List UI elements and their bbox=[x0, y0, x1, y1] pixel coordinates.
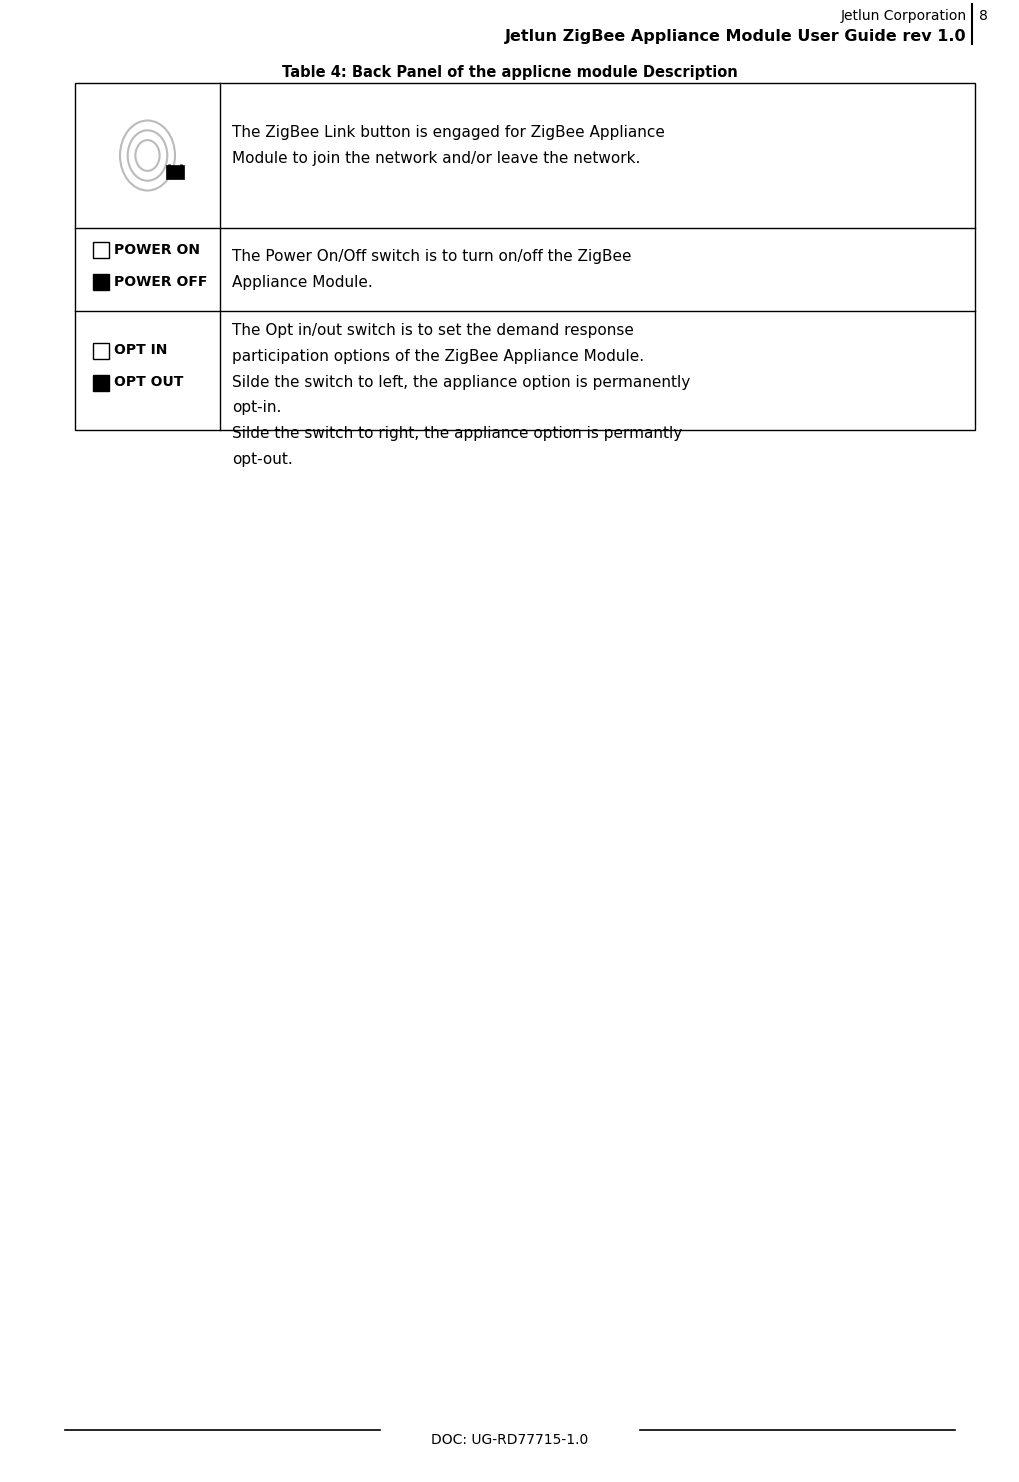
Text: OPT OUT: OPT OUT bbox=[114, 375, 183, 390]
Bar bbox=[93, 274, 109, 289]
Bar bbox=[166, 165, 184, 178]
Text: Jetlun Corporation: Jetlun Corporation bbox=[841, 9, 967, 24]
Text: The Opt in/out switch is to set the demand response
participation options of the: The Opt in/out switch is to set the dema… bbox=[232, 323, 690, 467]
Bar bbox=[93, 342, 109, 359]
Text: Jetlun ZigBee Appliance Module User Guide rev 1.0: Jetlun ZigBee Appliance Module User Guid… bbox=[505, 28, 967, 43]
Text: POWER OFF: POWER OFF bbox=[114, 274, 208, 289]
Text: OPT IN: OPT IN bbox=[114, 344, 167, 357]
Text: The Power On/Off switch is to turn on/off the ZigBee
Appliance Module.: The Power On/Off switch is to turn on/of… bbox=[232, 249, 632, 290]
Text: The ZigBee Link button is engaged for ZigBee Appliance
Module to join the networ: The ZigBee Link button is engaged for Zi… bbox=[232, 124, 664, 166]
Text: 8: 8 bbox=[979, 9, 987, 24]
Bar bbox=[93, 242, 109, 258]
Bar bbox=[93, 375, 109, 390]
Text: Table 4: Back Panel of the applicne module Description: Table 4: Back Panel of the applicne modu… bbox=[281, 65, 738, 80]
Bar bbox=[75, 83, 975, 430]
Text: DOC: UG-RD77715-1.0: DOC: UG-RD77715-1.0 bbox=[431, 1433, 588, 1446]
Text: POWER ON: POWER ON bbox=[114, 243, 200, 256]
